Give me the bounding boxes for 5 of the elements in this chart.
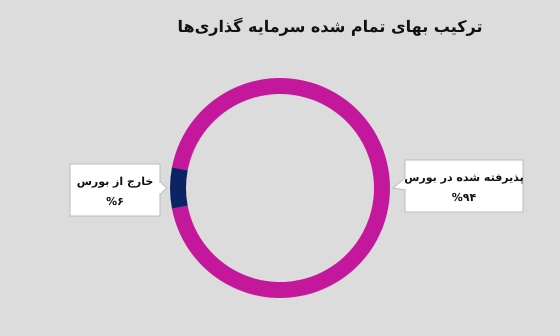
data-label: %۶ <box>106 195 124 208</box>
data-label: %۹۴ <box>452 191 477 204</box>
slice-label: خارج از بورس <box>76 175 154 188</box>
slice-label: پذیرفته شده در بورس <box>404 171 524 184</box>
chart-title: ترکیب بهای تمام شده سرمایه گذاری‌ها <box>177 17 483 36</box>
